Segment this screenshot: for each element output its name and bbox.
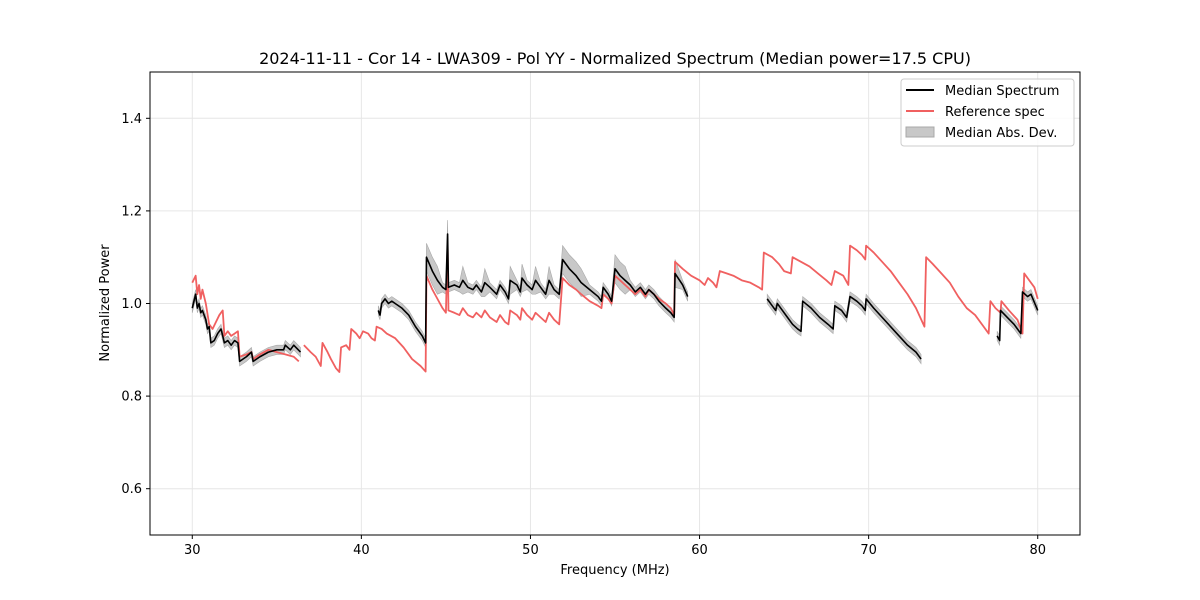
y-axis-ticks: 0.6 0.8 1.0 1.2 1.4 — [121, 112, 150, 497]
mad-band — [377, 220, 689, 348]
y-tick-label: 0.6 — [121, 482, 142, 497]
median-spectrum-line — [766, 295, 922, 360]
x-tick-label: 30 — [184, 543, 201, 558]
chart-title: 2024-11-11 - Cor 14 - LWA309 - Pol YY - … — [259, 49, 971, 68]
median-spectrum-line — [996, 291, 1039, 342]
y-tick-label: 1.2 — [121, 204, 142, 219]
mad-band — [191, 289, 301, 367]
y-axis-label: Normalized Power — [98, 244, 113, 362]
median-series-group — [191, 233, 1039, 363]
x-axis-ticks: 30 40 50 60 70 80 — [184, 535, 1046, 558]
legend-median-label: Median Spectrum — [945, 84, 1059, 99]
legend-reference-label: Reference spec — [945, 105, 1045, 120]
x-axis-label: Frequency (MHz) — [560, 563, 669, 578]
x-tick-label: 70 — [860, 543, 877, 558]
y-tick-label: 0.8 — [121, 390, 142, 405]
x-tick-label: 60 — [691, 543, 708, 558]
reference-series-group — [191, 244, 1039, 373]
legend-box — [900, 78, 1075, 147]
x-tick-label: 80 — [1029, 543, 1046, 558]
median-spectrum-line — [191, 293, 302, 363]
legend-mad-swatch — [905, 126, 935, 138]
median-spectrum-line — [377, 233, 689, 344]
reference-spectrum-line — [303, 244, 1039, 373]
legend-mad-label: Median Abs. Dev. — [945, 126, 1057, 141]
reference-spectrum-line — [191, 274, 300, 363]
y-tick-label: 1.0 — [121, 297, 142, 312]
legend: Median Spectrum Reference spec Median Ab… — [900, 78, 1075, 147]
x-tick-label: 50 — [522, 543, 539, 558]
x-tick-label: 40 — [353, 543, 370, 558]
y-tick-label: 1.4 — [121, 112, 142, 127]
